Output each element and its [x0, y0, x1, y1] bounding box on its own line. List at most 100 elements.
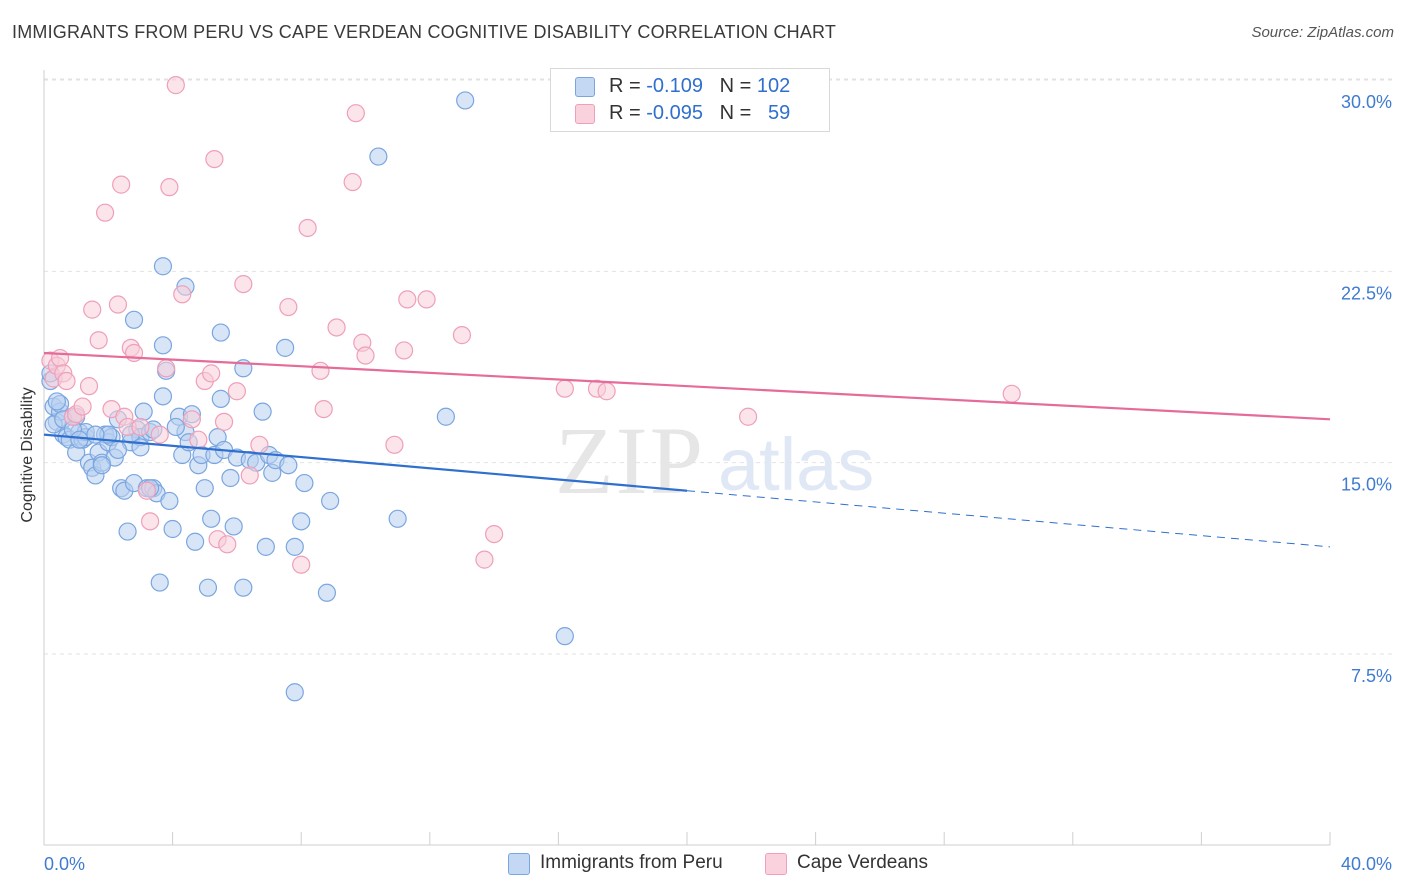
point-cape-verdean	[173, 285, 192, 304]
point-cape-verdean	[417, 290, 436, 309]
point-cape-verdean	[452, 326, 472, 345]
point-cape-verdean	[182, 410, 201, 429]
point-cape-verdean	[298, 218, 317, 238]
point-cape-verdean	[279, 297, 298, 317]
point-peru	[153, 257, 173, 276]
point-cape-verdean	[137, 481, 156, 500]
bottom-legend-label-peru: Immigrants from Peru	[540, 852, 723, 873]
point-cape-verdean	[314, 399, 333, 419]
point-peru	[369, 147, 388, 166]
point-cape-verdean	[555, 379, 574, 398]
point-cape-verdean	[150, 425, 169, 444]
point-peru	[285, 683, 304, 702]
data-points	[41, 76, 1021, 702]
point-cape-verdean	[292, 555, 311, 574]
point-peru	[321, 491, 340, 511]
point-cape-verdean	[57, 371, 76, 391]
y-tick-label: 30.0%	[1341, 92, 1392, 112]
bottom-legend-swatch-peru	[508, 853, 530, 875]
trend-line-peru	[43, 433, 688, 492]
y-tick-label: 22.5%	[1341, 283, 1392, 303]
point-peru	[253, 402, 272, 421]
point-peru	[221, 468, 240, 488]
point-peru	[456, 91, 475, 110]
point-peru	[124, 310, 144, 329]
legend-r-value: -0.095	[646, 102, 703, 124]
point-cape-verdean	[234, 274, 253, 294]
point-peru	[202, 509, 221, 528]
point-cape-verdean	[346, 104, 365, 123]
point-cape-verdean	[160, 178, 179, 197]
point-peru	[388, 509, 407, 528]
point-cape-verdean	[95, 203, 115, 222]
point-cape-verdean	[108, 295, 128, 314]
point-cape-verdean	[218, 535, 237, 554]
point-cape-verdean	[73, 397, 92, 416]
point-peru	[555, 627, 574, 646]
point-cape-verdean	[343, 172, 362, 192]
point-peru	[211, 323, 230, 342]
legend-text-peru: R = -0.109 N = 102	[609, 75, 790, 98]
legend-text-cape-verdean: R = -0.095 N = 59	[609, 102, 790, 125]
trend-lines	[43, 351, 1331, 548]
point-peru	[279, 456, 298, 475]
point-cape-verdean	[131, 417, 150, 437]
stats-legend: R = -0.109 N = 102 R = -0.095 N = 59	[550, 68, 830, 132]
point-cape-verdean	[205, 149, 224, 169]
watermark: ZIP atlas	[555, 407, 874, 514]
point-cape-verdean	[385, 435, 404, 454]
point-peru	[186, 532, 205, 551]
chart-title: IMMIGRANTS FROM PERU VS CAPE VERDEAN COG…	[12, 22, 837, 42]
point-cape-verdean	[79, 377, 99, 396]
point-cape-verdean	[597, 382, 616, 401]
point-cape-verdean	[189, 430, 208, 449]
legend-r-label: R =	[609, 102, 641, 124]
point-cape-verdean	[250, 435, 269, 454]
watermark-zip: ZIP	[555, 407, 705, 514]
point-peru	[198, 578, 218, 597]
point-cape-verdean	[356, 346, 375, 365]
legend-n-label: N =	[719, 102, 752, 124]
point-peru	[134, 402, 153, 421]
point-peru	[211, 389, 230, 408]
point-cape-verdean	[311, 361, 330, 380]
point-peru	[118, 522, 137, 541]
point-peru	[436, 407, 455, 426]
point-peru	[285, 537, 304, 556]
point-cape-verdean	[83, 300, 102, 319]
point-cape-verdean	[157, 359, 176, 378]
point-peru	[108, 440, 128, 460]
point-cape-verdean	[214, 412, 234, 431]
point-peru	[92, 456, 111, 475]
point-peru	[160, 491, 179, 511]
point-cape-verdean	[240, 466, 259, 485]
legend-n-value: 102	[756, 75, 791, 97]
legend-swatch-peru	[575, 77, 595, 97]
legend-n-label: N =	[719, 75, 752, 97]
legend-r-value: -0.109	[646, 75, 703, 97]
bottom-legend-label-cape-verdean: Cape Verdeans	[797, 852, 928, 873]
point-cape-verdean	[202, 364, 221, 383]
point-cape-verdean	[327, 318, 346, 337]
bottom-legend-swatch-cape-verdean	[765, 853, 787, 875]
point-cape-verdean	[394, 341, 414, 360]
point-peru	[195, 479, 214, 498]
point-cape-verdean	[50, 348, 70, 368]
point-cape-verdean	[1002, 384, 1021, 403]
point-peru	[47, 392, 66, 411]
point-cape-verdean	[475, 550, 494, 569]
point-cape-verdean	[166, 76, 185, 95]
trend-line-cape-verdean	[43, 351, 1331, 421]
point-cape-verdean	[738, 407, 758, 426]
point-peru	[276, 338, 295, 357]
y-tick-label: 7.5%	[1351, 666, 1392, 686]
legend-swatch-cape-verdean	[575, 104, 595, 124]
legend-r-label: R =	[609, 75, 641, 97]
point-peru	[153, 336, 173, 355]
x-tick-label: 40.0%	[1341, 854, 1392, 874]
point-peru	[163, 519, 182, 539]
point-cape-verdean	[140, 512, 160, 531]
axes	[43, 70, 1331, 846]
point-peru	[153, 387, 173, 406]
